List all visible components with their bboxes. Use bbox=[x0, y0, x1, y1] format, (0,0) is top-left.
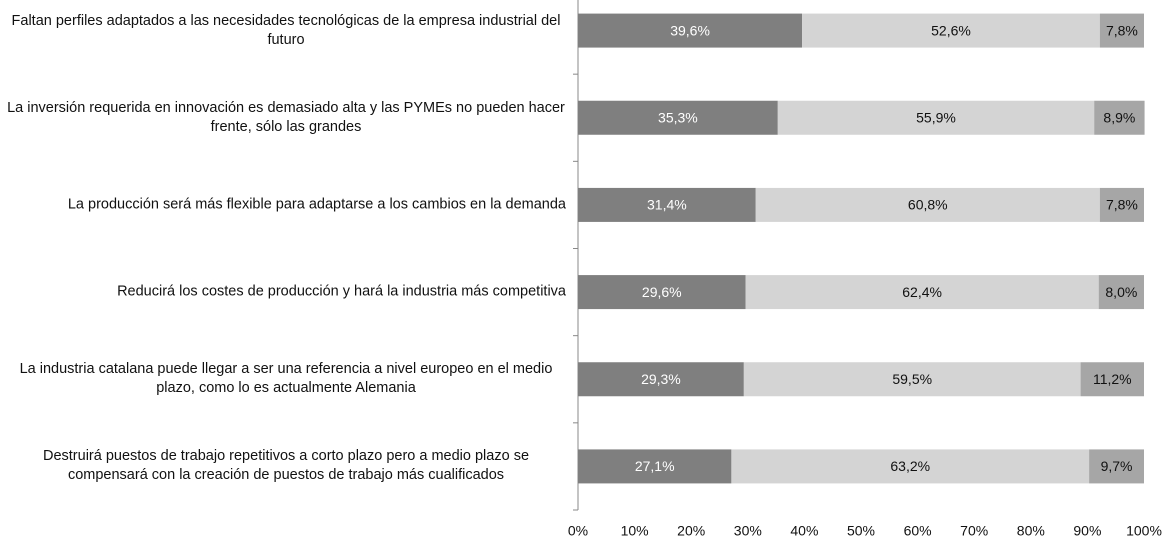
value-label: 39,6% bbox=[670, 22, 710, 38]
value-label: 8,9% bbox=[1103, 109, 1135, 125]
value-label: 9,7% bbox=[1101, 458, 1133, 474]
bar-segment bbox=[578, 13, 803, 48]
x-tick-label: 0% bbox=[568, 523, 588, 539]
x-tick-label: 30% bbox=[734, 523, 762, 539]
value-label: 60,8% bbox=[908, 197, 948, 213]
bar-segment bbox=[578, 187, 756, 222]
bar-segment bbox=[777, 100, 1095, 135]
value-label: 11,2% bbox=[1093, 371, 1132, 387]
category-text: Faltan perfiles adaptados a las necesida… bbox=[11, 12, 561, 48]
value-label: 7,8% bbox=[1106, 22, 1138, 38]
x-tick-label: 90% bbox=[1073, 523, 1101, 539]
x-tick-label: 60% bbox=[904, 523, 932, 539]
category-label: La industria catalana puede llegar a ser… bbox=[0, 360, 566, 398]
x-tick-label: 80% bbox=[1017, 523, 1045, 539]
value-label: 31,4% bbox=[647, 197, 687, 213]
bar-segment bbox=[743, 362, 1081, 397]
x-tick-label: 10% bbox=[621, 523, 649, 539]
value-label: 35,3% bbox=[658, 109, 698, 125]
category-label: Faltan perfiles adaptados a las necesida… bbox=[0, 12, 566, 50]
bar-segment bbox=[1080, 362, 1144, 397]
bar-segment bbox=[1094, 100, 1145, 135]
value-label: 63,2% bbox=[890, 458, 930, 474]
category-text: Destruirá puestos de trabajo repetitivos… bbox=[42, 448, 530, 484]
x-tick-label: 20% bbox=[677, 523, 705, 539]
bar-segment bbox=[578, 100, 778, 135]
bar-segment bbox=[578, 362, 744, 397]
value-label: 7,8% bbox=[1106, 197, 1138, 213]
x-tick-label: 50% bbox=[847, 523, 875, 539]
x-tick-label: 40% bbox=[790, 523, 818, 539]
bar-segment bbox=[745, 275, 1099, 310]
bar-segment bbox=[802, 13, 1100, 48]
value-label: 59,5% bbox=[892, 371, 932, 387]
value-label: 27,1% bbox=[635, 458, 675, 474]
category-label: La inversión requerida en innovación es … bbox=[0, 99, 566, 137]
value-label: 52,6% bbox=[931, 22, 971, 38]
x-tick-label: 70% bbox=[960, 523, 988, 539]
bar-segment bbox=[1098, 275, 1144, 310]
value-label: 62,4% bbox=[902, 284, 942, 300]
category-text: La producción será más flexible para ada… bbox=[67, 196, 566, 213]
value-label: 55,9% bbox=[916, 109, 956, 125]
value-label: 29,3% bbox=[641, 371, 681, 387]
category-label: Destruirá puestos de trabajo repetitivos… bbox=[0, 447, 566, 485]
bar-segment bbox=[1099, 13, 1144, 48]
category-label: La producción será más flexible para ada… bbox=[0, 195, 566, 214]
bar-segment bbox=[1099, 187, 1144, 222]
x-tick-label: 100% bbox=[1126, 523, 1162, 539]
bar-segment bbox=[578, 275, 746, 310]
bar-segment bbox=[578, 449, 732, 484]
category-text: La inversión requerida en innovación es … bbox=[7, 99, 565, 135]
category-text: La industria catalana puede llegar a ser… bbox=[19, 361, 553, 397]
category-text: Reducirá los costes de producción y hará… bbox=[117, 283, 566, 300]
category-label: Reducirá los costes de producción y hará… bbox=[0, 283, 566, 302]
bar-segment bbox=[1089, 449, 1144, 484]
value-label: 29,6% bbox=[642, 284, 682, 300]
bar-segment bbox=[731, 449, 1090, 484]
bar-segment bbox=[755, 187, 1100, 222]
value-label: 8,0% bbox=[1105, 284, 1137, 300]
